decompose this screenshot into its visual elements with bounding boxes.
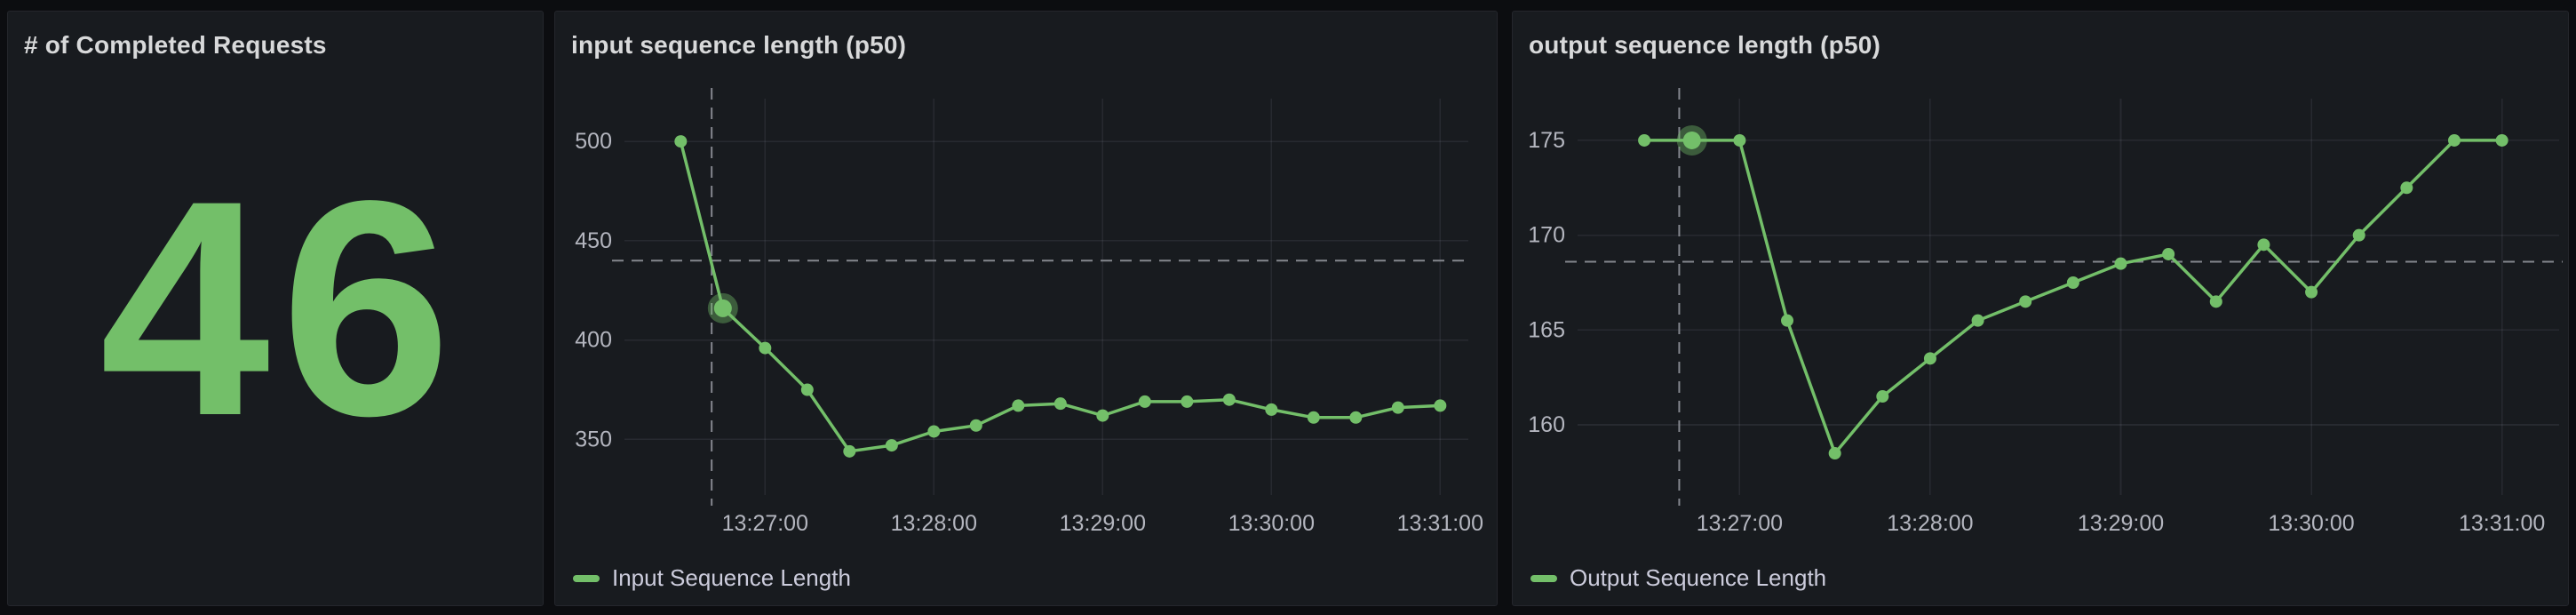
- data-point[interactable]: [1971, 314, 1984, 327]
- legend-item-output-sequence-length[interactable]: Output Sequence Length: [1530, 564, 1826, 592]
- y-axis-tick-label: 350: [575, 427, 612, 451]
- data-point[interactable]: [1733, 133, 1746, 147]
- x-axis-tick-label: 13:27:00: [1697, 511, 1783, 536]
- data-point[interactable]: [2162, 247, 2175, 260]
- x-axis-tick-label: 13:31:00: [1397, 511, 1483, 536]
- data-point[interactable]: [1828, 447, 1841, 460]
- data-point[interactable]: [1222, 393, 1236, 406]
- panel-title[interactable]: output sequence length (p50): [1529, 31, 1881, 59]
- data-point[interactable]: [1638, 133, 1651, 147]
- data-point[interactable]: [1349, 411, 1363, 424]
- legend-label[interactable]: Output Sequence Length: [1570, 564, 1827, 591]
- data-point[interactable]: [843, 444, 856, 458]
- data-point[interactable]: [1053, 397, 1067, 411]
- data-point[interactable]: [1265, 403, 1278, 416]
- data-point[interactable]: [2447, 133, 2461, 147]
- stat-value: 46: [99, 137, 462, 480]
- data-point[interactable]: [1434, 399, 1447, 412]
- data-point[interactable]: [1012, 399, 1025, 412]
- data-point[interactable]: [2209, 295, 2222, 308]
- x-axis-tick-label: 13:31:00: [2459, 511, 2545, 536]
- data-point[interactable]: [800, 383, 814, 396]
- panel-title[interactable]: # of Completed Requests: [24, 31, 327, 59]
- x-axis-tick-label: 13:29:00: [1060, 511, 1146, 536]
- data-point[interactable]: [1876, 390, 1889, 403]
- legend-item-input-sequence-length[interactable]: Input Sequence Length: [573, 564, 851, 592]
- data-point[interactable]: [2495, 133, 2508, 147]
- data-point[interactable]: [674, 135, 688, 148]
- x-axis-tick-label: 13:30:00: [2268, 511, 2354, 536]
- x-axis-tick-label: 13:29:00: [2078, 511, 2164, 536]
- data-point[interactable]: [1138, 395, 1151, 408]
- data-point[interactable]: [969, 419, 982, 432]
- y-axis-tick-label: 400: [575, 328, 612, 353]
- legend-label[interactable]: Input Sequence Length: [612, 564, 851, 591]
- data-point[interactable]: [2257, 238, 2270, 252]
- data-point[interactable]: [1307, 411, 1320, 424]
- data-point[interactable]: [2066, 276, 2079, 289]
- y-axis-tick-label: 170: [1528, 223, 1565, 248]
- data-point[interactable]: [927, 425, 941, 438]
- y-axis-tick-label: 165: [1528, 317, 1565, 342]
- data-point[interactable]: [2114, 257, 2127, 270]
- panel-completed-requests: # of Completed Requests 46: [7, 11, 544, 606]
- output-sequence-length-chart[interactable]: 160 165 170 175 13:27:00 13:28:00 13:29:00 13:3…: [1513, 12, 2570, 607]
- data-point[interactable]: [1096, 409, 1109, 422]
- panel-input-sequence-length: input sequence length (p50) 350 400 450 500…: [554, 11, 1498, 606]
- legend-series-marker-icon: [1530, 574, 1557, 582]
- data-point[interactable]: [2305, 285, 2318, 299]
- x-axis-tick-label: 13:30:00: [1228, 511, 1315, 536]
- legend-series-marker-icon: [573, 574, 600, 582]
- y-axis-tick-label: 450: [575, 228, 612, 253]
- data-point[interactable]: [1781, 314, 1794, 327]
- data-point[interactable]: [1181, 395, 1194, 408]
- data-point[interactable]: [2352, 228, 2365, 242]
- data-point[interactable]: [885, 439, 898, 452]
- series-line: [1642, 139, 2504, 455]
- y-axis-tick-label: 160: [1528, 412, 1565, 437]
- data-point[interactable]: [759, 341, 772, 355]
- x-axis-tick-label: 13:28:00: [891, 511, 977, 536]
- x-axis-tick-label: 13:27:00: [722, 511, 808, 536]
- y-axis-tick-label: 500: [575, 129, 612, 154]
- data-point[interactable]: [1682, 131, 1701, 149]
- input-sequence-length-chart[interactable]: 350 400 450 500 13:27:00 13:28:00 13:29:00 13:3…: [555, 12, 1499, 607]
- panel-title[interactable]: input sequence length (p50): [571, 31, 907, 59]
- data-point[interactable]: [2019, 295, 2032, 308]
- x-axis-tick-label: 13:28:00: [1887, 511, 1973, 536]
- y-axis-tick-label: 175: [1528, 128, 1565, 153]
- data-point[interactable]: [713, 299, 732, 317]
- data-point[interactable]: [1391, 401, 1404, 414]
- data-point[interactable]: [1923, 352, 1936, 365]
- data-point[interactable]: [2400, 181, 2413, 195]
- panel-output-sequence-length: output sequence length (p50) 160 165 170 17…: [1512, 11, 2569, 606]
